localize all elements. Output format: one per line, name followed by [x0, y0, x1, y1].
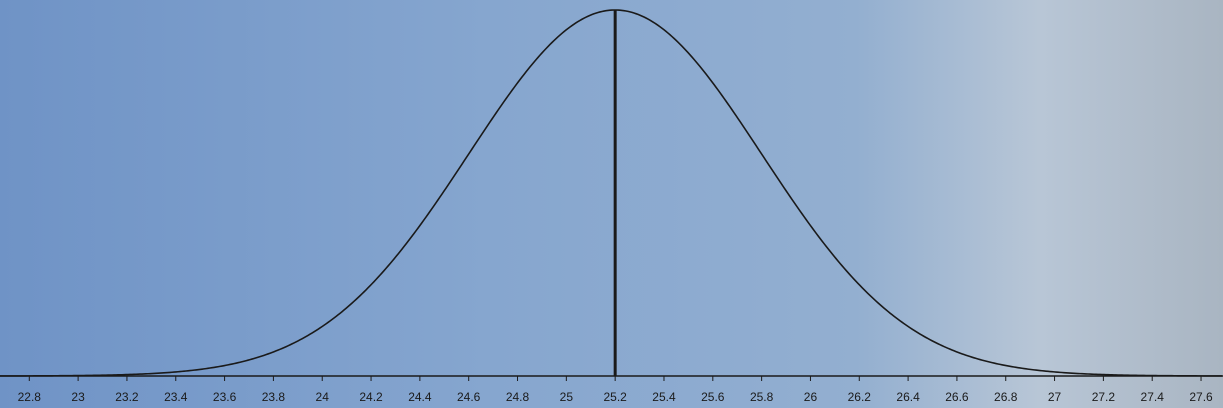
x-tick-label: 25.8: [750, 390, 774, 404]
x-tick-label: 24.6: [457, 390, 481, 404]
x-tick-label: 26.4: [896, 390, 920, 404]
x-tick-label: 27: [1048, 390, 1062, 404]
x-tick-label: 25.4: [652, 390, 676, 404]
density-curve: [0, 10, 1222, 376]
x-tick-label: 23.8: [262, 390, 286, 404]
x-tick-label: 24: [316, 390, 330, 404]
x-tick-label: 23.4: [164, 390, 188, 404]
x-tick-label: 27.6: [1189, 390, 1213, 404]
page: 22.8 23 23.2 23.4 23.6 23.8 24 24.2 24.4 24.6 24.8…: [0, 0, 1223, 408]
x-tick-label: 27.4: [1141, 390, 1165, 404]
x-tick-label: 25.6: [701, 390, 725, 404]
x-tick-label: 24.8: [506, 390, 530, 404]
x-tick-label: 26.8: [994, 390, 1018, 404]
x-tick-label: 24.2: [359, 390, 383, 404]
x-tick-label: 23: [71, 390, 85, 404]
x-tick-label: 23.2: [115, 390, 139, 404]
x-tick-label: 26.6: [945, 390, 969, 404]
x-tick-label: 25.2: [603, 390, 627, 404]
x-tick-label: 22.8: [18, 390, 42, 404]
x-tick-label: 26.2: [848, 390, 872, 404]
x-tick-label: 26: [804, 390, 818, 404]
x-tick-label: 25: [560, 390, 574, 404]
x-tick-label: 24.4: [408, 390, 432, 404]
x-tick-label: 23.6: [213, 390, 237, 404]
chart: 22.8 23 23.2 23.4 23.6 23.8 24 24.2 24.4 24.6 24.8…: [0, 0, 1223, 408]
x-tick-label: 27.2: [1092, 390, 1116, 404]
